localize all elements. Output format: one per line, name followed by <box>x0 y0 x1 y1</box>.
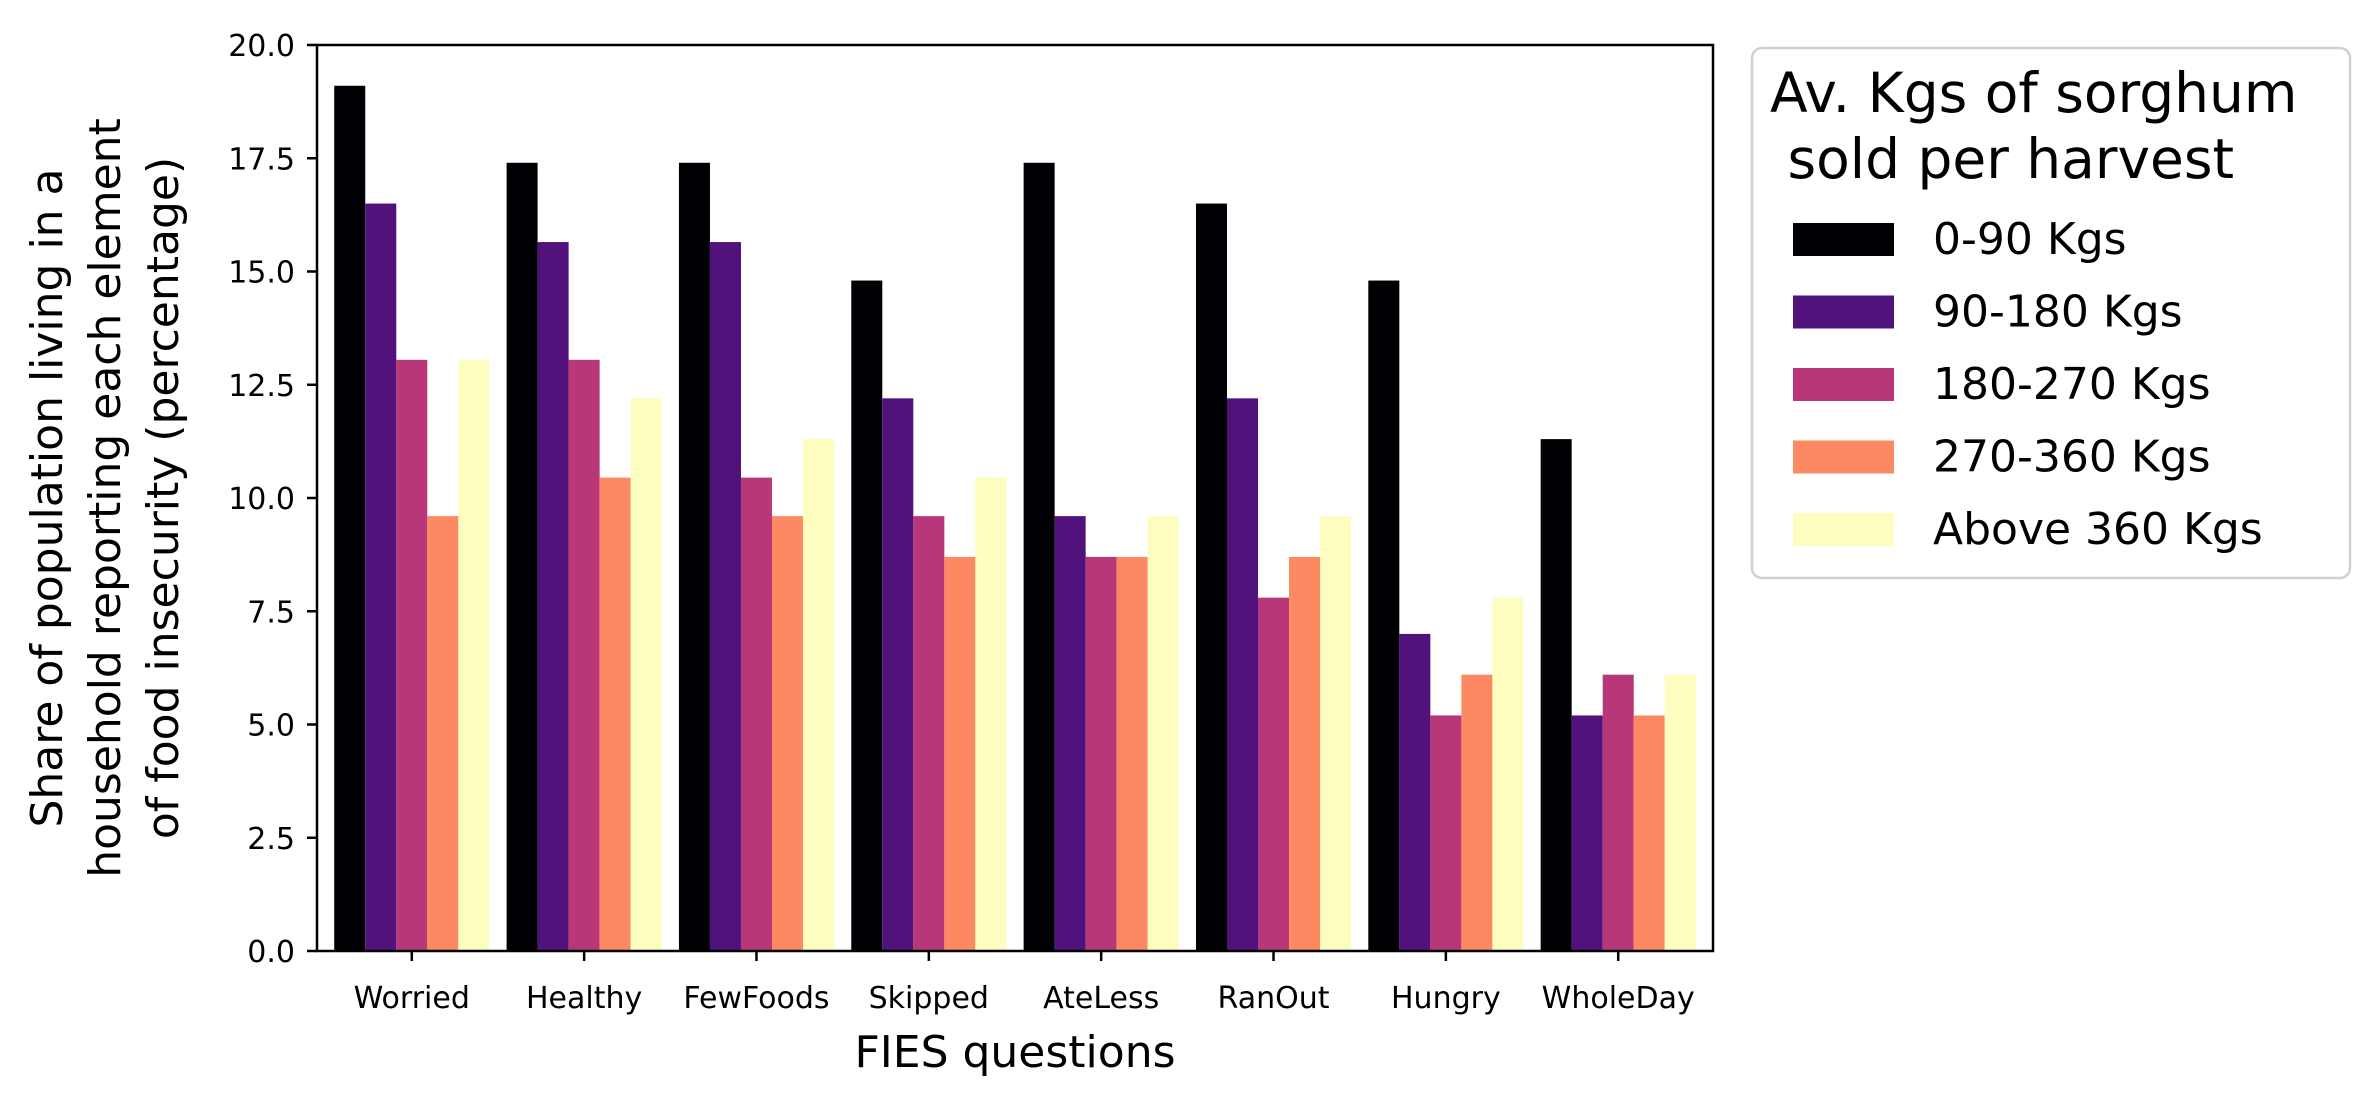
x-axis-label: FIES questions <box>854 1027 1175 1078</box>
bar-ateless-series-1 <box>1023 162 1055 951</box>
y-axis-label: Share of population living in a household… <box>22 118 189 878</box>
bar-skipped-series-2 <box>882 398 914 952</box>
bar-wholeday-series-5 <box>1664 674 1696 951</box>
bar-ateless-series-4 <box>1116 556 1148 951</box>
bar-hungry-series-5 <box>1492 597 1524 951</box>
bar-ranout-series-3 <box>1258 597 1290 951</box>
legend-title: Av. Kgs of sorghum <box>1770 61 2297 125</box>
bar-healthy-series-5 <box>630 398 662 952</box>
bar-worried-series-5 <box>458 359 490 952</box>
y-tick-label: 7.5 <box>247 595 295 630</box>
bar-wholeday-series-2 <box>1571 715 1603 951</box>
legend-title: sold per harvest <box>1770 127 2234 191</box>
bar-healthy-series-3 <box>568 359 600 952</box>
x-tick-label: RanOut <box>1218 981 1330 1016</box>
legend-entry: 180-270 Kgs <box>1933 359 2211 410</box>
bar-hungry-series-3 <box>1430 715 1462 951</box>
y-tick-label: 12.5 <box>228 369 295 404</box>
y-tick-label: 17.5 <box>228 142 295 177</box>
x-tick-label: Worried <box>354 981 470 1016</box>
y-tick-label: 5.0 <box>247 709 295 744</box>
legend-swatch <box>1793 440 1894 474</box>
bar-hungry-series-4 <box>1461 674 1493 951</box>
y-axis-label-line: Share of population living in a <box>22 168 73 827</box>
bar-ranout-series-2 <box>1226 398 1259 952</box>
bar-fewfoods-series-4 <box>771 516 804 951</box>
bar-fewfoods-series-2 <box>709 242 741 951</box>
bar-worried-series-1 <box>334 85 366 951</box>
y-tick-label: 15.0 <box>228 256 295 291</box>
bar-worried-series-4 <box>427 516 459 951</box>
legend-entry: 270-360 Kgs <box>1933 432 2211 483</box>
legend-entry: 0-90 Kgs <box>1933 214 2127 265</box>
bar-skipped-series-3 <box>913 516 945 951</box>
x-axis: Worried Healthy FewFoods Skipped AteLess RanO… <box>354 951 1695 1016</box>
y-tick-label: 0.0 <box>247 935 295 970</box>
y-tick-label: 20.0 <box>228 29 295 64</box>
bar-ateless-series-5 <box>1147 516 1179 951</box>
y-axis-label-line: of food insecurity (percentage) <box>138 157 189 839</box>
bar-skipped-series-5 <box>975 477 1007 951</box>
bar-healthy-series-2 <box>537 242 569 951</box>
legend-box <box>1750 46 2352 580</box>
legend-entry: 90-180 Kgs <box>1933 287 2183 338</box>
bar-fewfoods-series-5 <box>803 439 835 951</box>
y-axis: 0.0 2.5 5.0 7.5 10.0 12.5 15.0 17.5 20.0 <box>228 29 317 970</box>
legend-swatch <box>1793 295 1894 329</box>
x-tick-label: Skipped <box>869 981 989 1016</box>
bar-healthy-series-1 <box>506 162 538 951</box>
bar-ranout-series-4 <box>1289 556 1321 951</box>
x-tick-label: WholeDay <box>1542 981 1695 1016</box>
bar-wholeday-series-3 <box>1602 674 1634 951</box>
x-tick-label: Healthy <box>526 981 642 1016</box>
y-axis-label-line: household reporting each element <box>80 118 131 878</box>
y-tick-label: 2.5 <box>247 822 295 857</box>
bar-hungry-series-2 <box>1399 633 1431 951</box>
bar-ranout-series-1 <box>1195 203 1227 952</box>
bar-healthy-series-4 <box>599 477 631 951</box>
y-tick-label: 10.0 <box>228 482 295 517</box>
bar-skipped-series-4 <box>944 556 976 951</box>
bar-worried-series-2 <box>365 203 397 952</box>
bar-worried-series-3 <box>396 359 428 952</box>
bar-hungry-series-1 <box>1368 280 1400 951</box>
bar-skipped-series-1 <box>851 280 883 951</box>
legend-swatch <box>1793 223 1894 256</box>
legend-swatch <box>1793 368 1894 401</box>
x-tick-label: FewFoods <box>683 981 829 1016</box>
bar-wholeday-series-4 <box>1633 715 1665 951</box>
bar-ranout-series-5 <box>1320 516 1352 951</box>
bar-ateless-series-3 <box>1085 556 1117 951</box>
legend-entry: Above 360 Kgs <box>1933 504 2263 555</box>
bar-fewfoods-series-3 <box>740 477 772 951</box>
plot-area <box>315 43 1715 953</box>
legend-swatch <box>1793 513 1894 546</box>
bar-ateless-series-2 <box>1054 516 1086 951</box>
x-tick-label: Hungry <box>1391 981 1501 1016</box>
legend: Av. Kgs of sorghum sold per harvest 0-90 … <box>1750 46 2352 580</box>
x-tick-label: AteLess <box>1043 981 1159 1016</box>
bar-fewfoods-series-1 <box>678 162 710 951</box>
bar-wholeday-series-1 <box>1540 439 1572 951</box>
